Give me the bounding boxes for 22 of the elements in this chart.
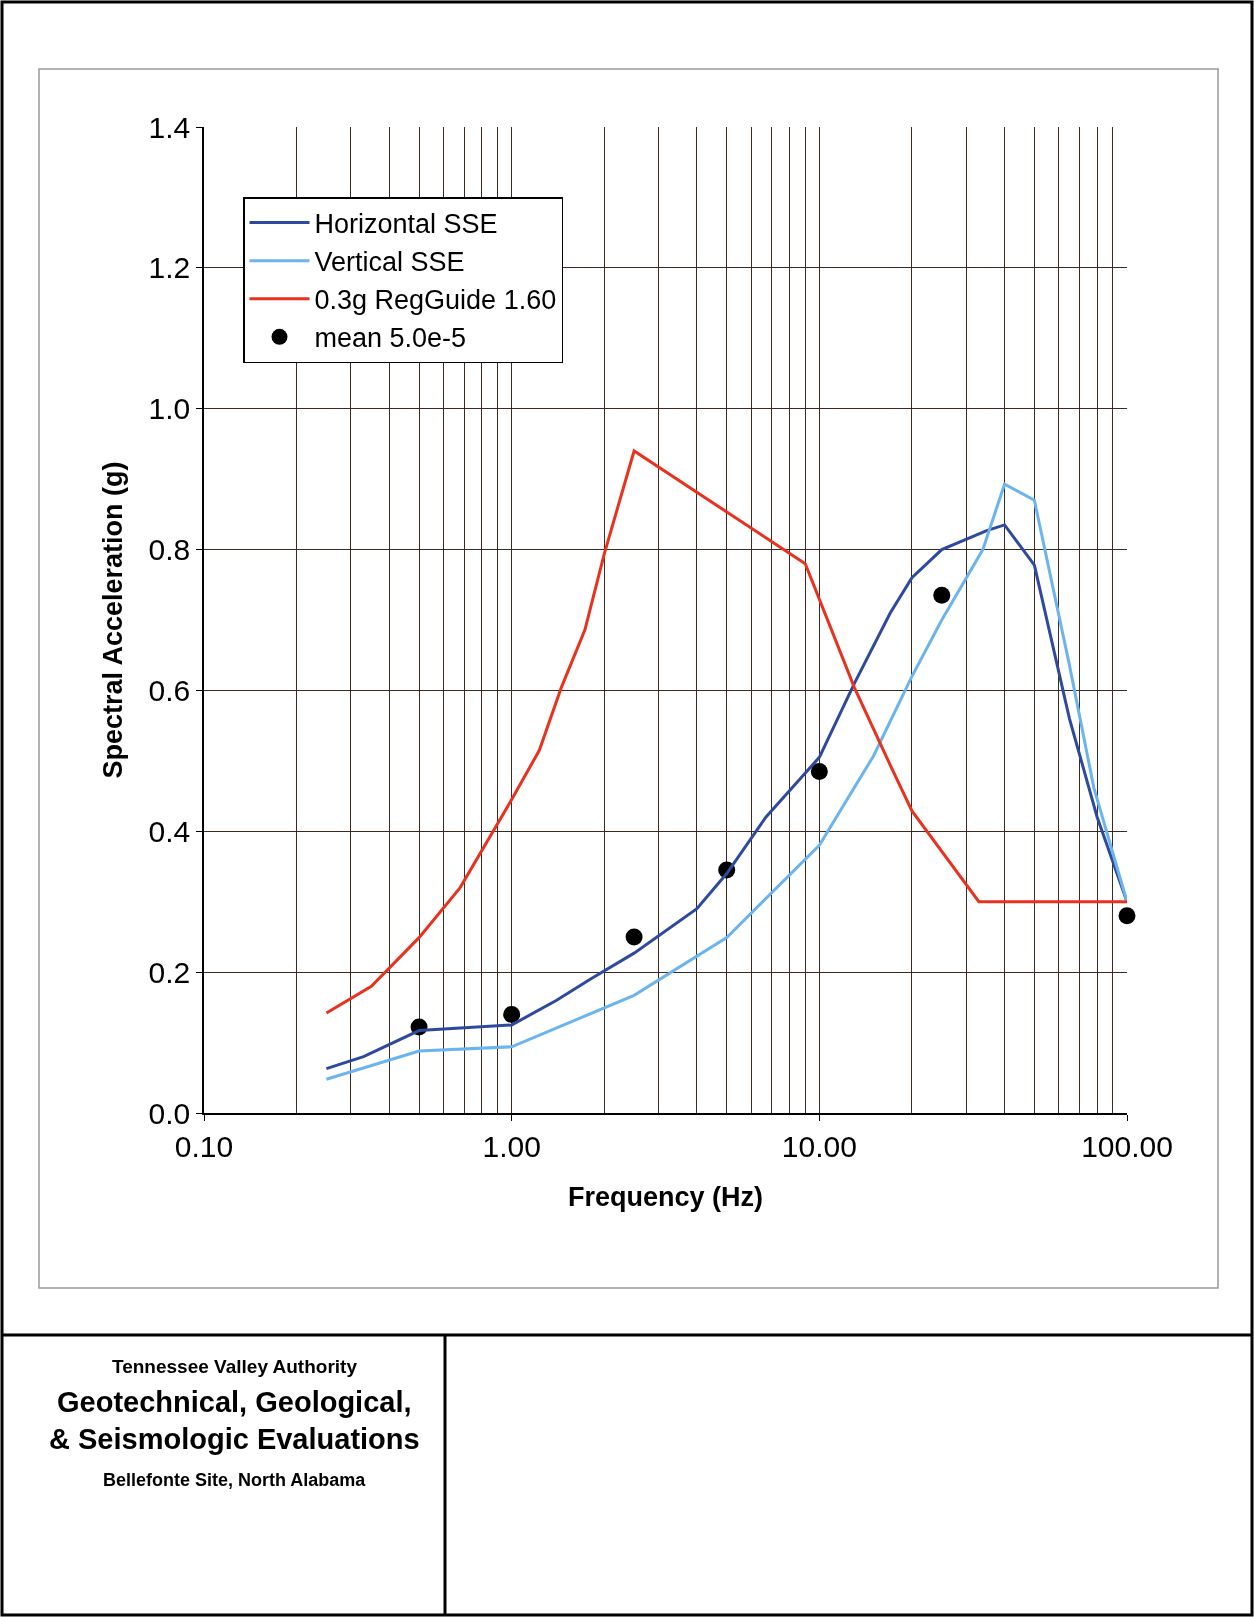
text: & Seismologic Evaluations	[49, 1423, 420, 1455]
x-axis-title: Frequency (Hz)	[567, 1181, 764, 1212]
x-tick-label: 100.00	[1081, 1129, 1173, 1163]
y-tick-label: 0.6	[148, 673, 191, 707]
x-tick-label: 1.00	[482, 1129, 541, 1163]
y-tick-label: 0.4	[148, 814, 191, 848]
legend-label: Vertical SSE	[314, 247, 465, 278]
y-tick-label: 0.8	[148, 533, 191, 567]
y-tick-label: 0.2	[148, 955, 191, 989]
text: Bellefonte Site, North Alabama	[103, 1470, 367, 1490]
legend-label: Horizontal SSE	[314, 209, 498, 240]
text: Geotechnical, Geological,	[57, 1386, 412, 1418]
y-tick-label: 1.0	[148, 392, 191, 426]
y-tick-label: 1.4	[148, 110, 191, 144]
y-axis-title: Spectral Acceleration (g)	[98, 461, 129, 779]
y-tick-label: 1.2	[148, 251, 191, 285]
y-tick-label: 0.0	[148, 1096, 191, 1130]
text: Tennessee Valley Authority	[112, 1356, 358, 1377]
legend-label: mean 5.0e-5	[314, 323, 467, 354]
x-tick-label: 10.00	[781, 1129, 857, 1163]
x-tick-label: 0.10	[174, 1129, 234, 1163]
legend-label: 0.3g RegGuide 1.60	[314, 285, 557, 316]
